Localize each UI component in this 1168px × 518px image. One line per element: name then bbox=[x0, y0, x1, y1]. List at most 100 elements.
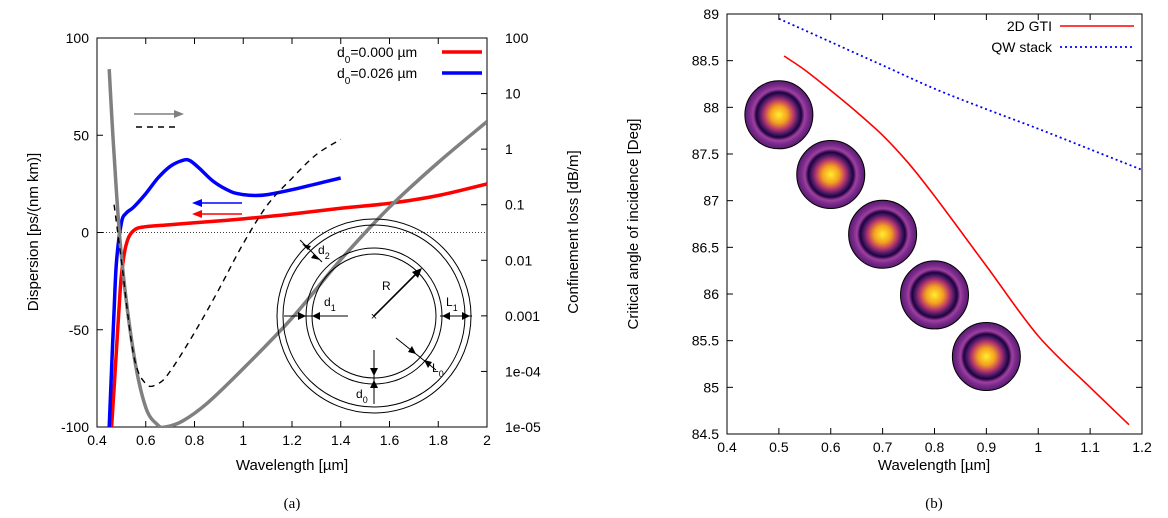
x-tick-label-a: 0.4 bbox=[87, 432, 107, 448]
label-d0-sub: 0 bbox=[363, 395, 368, 405]
y-tick-label-a: 50 bbox=[73, 127, 89, 143]
x-tick-label-a: 1.2 bbox=[282, 432, 302, 448]
x-tick-label-b: 0.5 bbox=[769, 439, 789, 455]
label-l0-sub: 0 bbox=[439, 369, 444, 379]
x-tick-label-a: 0.8 bbox=[185, 432, 205, 448]
gray-arrow-head bbox=[174, 110, 184, 118]
legend-entry-1-text: =0.000 µm bbox=[350, 44, 417, 60]
y2-tick-label-a: 0.1 bbox=[505, 197, 525, 213]
x-tick-label-b: 1 bbox=[1034, 439, 1042, 455]
mode-image bbox=[745, 81, 813, 149]
y2-tick-label-a: 0.01 bbox=[505, 252, 532, 268]
y-tick-label-b: 88.5 bbox=[692, 53, 719, 69]
legend-entry-1: d0=0.000 µm bbox=[337, 44, 417, 66]
mode-images bbox=[745, 81, 1021, 391]
x-tick-label-b: 1.2 bbox=[1132, 439, 1152, 455]
x-tick-label-a: 1 bbox=[239, 432, 247, 448]
y-tick-label-b: 86.5 bbox=[692, 239, 719, 255]
y-tick-label-a: -100 bbox=[61, 419, 89, 435]
y2-tick-label-a: 10 bbox=[505, 86, 521, 102]
y2-axis-label-a: Confinement loss [dB/m] bbox=[565, 150, 582, 313]
l0-arrow-head bbox=[408, 346, 416, 354]
label-l1: L1 bbox=[446, 295, 458, 313]
y-tick-label-b: 85 bbox=[703, 379, 719, 395]
y2-tick-label-a: 0.001 bbox=[505, 308, 540, 324]
label-d1-sub: 1 bbox=[331, 303, 336, 313]
legend-2d-gti: 2D GTI bbox=[1007, 18, 1052, 34]
y-tick-label-a: 100 bbox=[66, 30, 90, 46]
x-tick-label-a: 1.6 bbox=[380, 432, 400, 448]
mode-image bbox=[797, 141, 865, 209]
d1-arrow-head bbox=[298, 312, 306, 320]
y-tick-label-b: 86 bbox=[703, 286, 719, 302]
label-d2: d2 bbox=[318, 243, 330, 261]
label-l0: L0 bbox=[432, 361, 444, 379]
label-d1-text: d bbox=[324, 295, 331, 309]
x-tick-label-b: 0.8 bbox=[925, 439, 945, 455]
legend-entry-2: d0=0.026 µm bbox=[337, 65, 417, 87]
mode-image bbox=[901, 261, 969, 329]
blue-arrow-head bbox=[192, 199, 202, 207]
x-axis-label-b: Wavelength [µm] bbox=[878, 457, 990, 474]
y-tick-label-b: 87.5 bbox=[692, 146, 719, 162]
label-d0-text: d bbox=[356, 387, 363, 401]
x-axis-label-a: Wavelength [µm] bbox=[236, 457, 348, 474]
panel-a: 0.4 0.6 0.8 1 1.2 1.4 1.6 1.8 2-100-500501001e-0… bbox=[25, 30, 582, 512]
label-d2-sub: 2 bbox=[325, 251, 330, 261]
legend-entry-2-text: =0.026 µm bbox=[350, 65, 417, 81]
mode-image-disk bbox=[745, 81, 813, 149]
d0-arrow-head bbox=[370, 368, 378, 376]
x-tick-label-a: 0.6 bbox=[136, 432, 156, 448]
label-l1-sub: 1 bbox=[453, 303, 458, 313]
caption-b: (b) bbox=[925, 496, 943, 512]
mode-image-disk bbox=[849, 200, 917, 268]
y-tick-label-b: 85.5 bbox=[692, 333, 719, 349]
y2-tick-label-a: 100 bbox=[505, 30, 529, 46]
mode-image-disk bbox=[797, 141, 865, 209]
y-tick-label-b: 88 bbox=[703, 99, 719, 115]
x-tick-label-a: 1.8 bbox=[429, 432, 449, 448]
y-tick-label-a: 0 bbox=[81, 225, 89, 241]
y2-tick-label-a: 1e-04 bbox=[505, 363, 541, 379]
d1-arrow-head-2 bbox=[312, 312, 320, 320]
panel-b: 0.4 0.5 0.6 0.7 0.8 0.9 1 1.1 1.2 84.5 85 85.5 86 86.… bbox=[625, 6, 1152, 512]
mode-image-disk bbox=[901, 261, 969, 329]
series-red-dispersion bbox=[112, 184, 487, 427]
y2-tick-label-a: 1e-05 bbox=[505, 419, 541, 435]
x-tick-label-b: 0.9 bbox=[977, 439, 997, 455]
x-tick-label-b: 0.4 bbox=[717, 439, 737, 455]
y-axis-label-a: Dispersion [ps/(nm km)] bbox=[25, 153, 42, 311]
y-axis-label-b: Critical angle of incidence [Deg] bbox=[625, 119, 642, 330]
y-tick-label-b: 87 bbox=[703, 193, 719, 209]
series-black-dashed-loss bbox=[114, 139, 341, 386]
mode-image bbox=[952, 323, 1020, 391]
x-tick-label-b: 1.1 bbox=[1080, 439, 1100, 455]
label-d2-text: d bbox=[318, 243, 325, 257]
axis-indicator-arrows bbox=[134, 110, 242, 218]
fiber-inset: × R d2 d1 L1 L0 bbox=[277, 219, 472, 413]
l1-arrow-head bbox=[442, 312, 450, 320]
x-tick-label-b: 0.7 bbox=[873, 439, 893, 455]
mode-image-disk bbox=[952, 323, 1020, 391]
r-arrow bbox=[374, 270, 420, 316]
ticks-a: 0.4 0.6 0.8 1 1.2 1.4 1.6 1.8 2-100-500501001e-0… bbox=[61, 30, 541, 448]
red-arrow-head bbox=[192, 210, 202, 218]
y-tick-label-a: -50 bbox=[69, 322, 89, 338]
ticks-b: 0.4 0.5 0.6 0.7 0.8 0.9 1 1.1 1.284.58585.58686.… bbox=[692, 6, 1152, 455]
series-gray-dispersion bbox=[109, 69, 487, 427]
legend-a: d0=0.000 µm d0=0.026 µm bbox=[337, 44, 482, 87]
label-d0: d0 bbox=[356, 387, 368, 405]
y-tick-label-b: 89 bbox=[703, 6, 719, 22]
x-tick-label-b: 0.6 bbox=[821, 439, 841, 455]
caption-a: (a) bbox=[284, 496, 301, 512]
l0-arrow-head-2 bbox=[424, 360, 432, 368]
legend-b: 2D GTI QW stack bbox=[991, 18, 1134, 55]
label-r: R bbox=[382, 279, 391, 293]
l1-arrow-head-2 bbox=[462, 312, 470, 320]
x-tick-label-a: 1.4 bbox=[331, 432, 351, 448]
legend-qw-stack: QW stack bbox=[991, 39, 1053, 55]
plot-area-b bbox=[727, 14, 1142, 434]
y2-tick-label-a: 1 bbox=[505, 141, 513, 157]
x-tick-label-a: 2 bbox=[483, 432, 491, 448]
